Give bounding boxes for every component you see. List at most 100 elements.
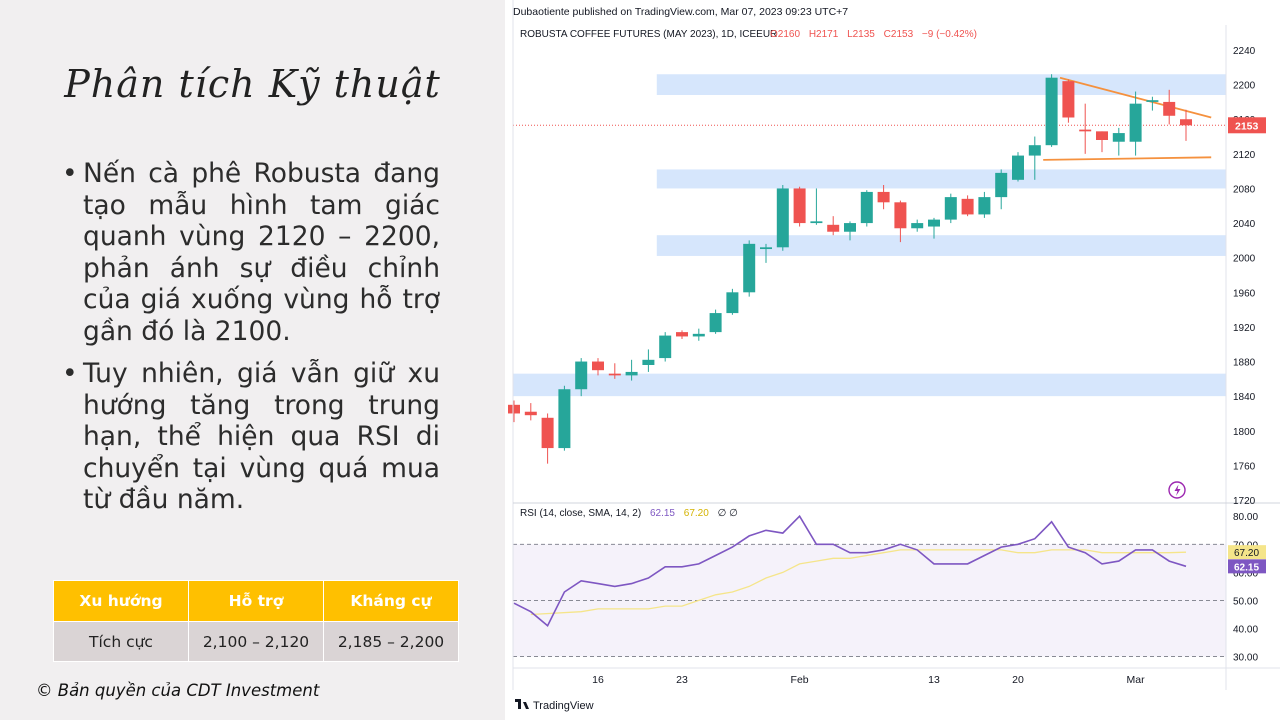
price-tick-label: 2000 [1233, 254, 1256, 265]
candle-body [541, 417, 554, 449]
time-tick-label: Feb [791, 674, 809, 686]
bullet-item: Nến cà phê Robusta đang tạo mẫu hình tam… [62, 158, 440, 347]
tradingview-watermark: TradingView [533, 700, 594, 712]
tradingview-logo: TradingView [515, 699, 594, 712]
rsi-tick-label: 30.00 [1233, 653, 1258, 664]
chart-canvas[interactable]: 2240220021602120208020402000196019201880… [505, 0, 1280, 720]
candle-body [961, 198, 974, 215]
price-tick-label: 2080 [1233, 184, 1256, 195]
candle-body [524, 411, 537, 416]
trendline [1043, 156, 1212, 161]
candle-body [1163, 101, 1176, 116]
bullet-list: Nến cà phê Robusta đang tạo mẫu hình tam… [62, 158, 440, 527]
rsi-value-badge [1228, 559, 1266, 574]
candle-body [1112, 133, 1125, 142]
price-tick-label: 2040 [1233, 219, 1256, 230]
rsi-tick-label: 40.00 [1233, 625, 1258, 636]
rsi-value-label: 62.15 [650, 508, 675, 519]
candle-body [1028, 145, 1041, 156]
candle-body [944, 197, 957, 220]
symbol-title: ROBUSTA COFFEE FUTURES (MAY 2023), 1D, I… [520, 29, 777, 40]
candle-body [844, 223, 856, 232]
price-tick-label: 1720 [1233, 496, 1256, 507]
rsi-value-badge-label: 62.15 [1234, 562, 1259, 573]
ohlc-readout: O2160 H2171 L2135 C2153 −9 (−0.42%) [770, 29, 977, 40]
time-tick-label: 20 [1012, 674, 1024, 686]
candle-body [894, 202, 907, 229]
candle-body [692, 333, 705, 337]
header-trend: Xu hướng [53, 580, 189, 622]
axes-layer: 2240220021602120208020402000196019201880… [512, 0, 1280, 690]
zone-rect [513, 373, 1226, 397]
ohlc-open: O2160 [770, 29, 800, 40]
cell-trend: Tích cực [53, 621, 189, 662]
candle-body [877, 191, 890, 203]
rsi-title: RSI (14, close, SMA, 14, 2) 62.15 67.20 … [520, 508, 738, 519]
header-support: Hỗ trợ [188, 580, 324, 622]
price-tick-label: 1920 [1233, 323, 1256, 334]
price-tick-label: 1960 [1233, 288, 1256, 299]
rsi-ma-badge-label: 67.20 [1234, 548, 1259, 559]
time-tick-label: 23 [676, 674, 688, 686]
candle-body [676, 332, 688, 337]
ohlc-change: −9 (−0.42%) [922, 29, 977, 40]
zone-rect [656, 74, 1226, 95]
candle-body [810, 221, 823, 224]
candle-body [659, 335, 672, 359]
candle-body [743, 243, 756, 293]
candle-body [827, 224, 840, 232]
time-tick-label: Mar [1127, 674, 1146, 686]
candle-body [1012, 155, 1024, 180]
candle-body [793, 188, 806, 224]
ohlc-high: H2171 [809, 29, 839, 40]
lightning-icon[interactable] [1168, 481, 1186, 499]
rsi-tick-label: 50.00 [1233, 596, 1258, 607]
candle-body [592, 361, 604, 371]
last-price-badge [1228, 117, 1266, 134]
candle-body [709, 313, 722, 333]
candle-body [1096, 131, 1108, 140]
last-price-label: 2153 [1235, 120, 1259, 132]
zone-rect [656, 235, 1226, 256]
candle-body [995, 172, 1008, 198]
rsi-ma-label: 67.20 [684, 508, 709, 519]
time-tick-label: 13 [928, 674, 940, 686]
bullet-item: Tuy nhiên, giá vẫn giữ xu hướng tăng tro… [62, 358, 440, 516]
published-caption: Dubaotiente published on TradingView.com… [513, 6, 848, 18]
price-tick-label: 1800 [1233, 427, 1256, 438]
slide-title: Phân tích Kỹ thuật [64, 62, 441, 106]
candle-body [642, 359, 655, 365]
rsi-ma-line [530, 549, 1187, 616]
candle-body [760, 247, 772, 250]
candle-body [1045, 77, 1058, 146]
candle-body [558, 389, 571, 449]
candle-body [911, 223, 924, 229]
rsi-zeros: ∅ ∅ [718, 508, 738, 519]
summary-header-row: Xu hướng Hỗ trợ Kháng cự [53, 580, 459, 622]
rsi-layer [513, 514, 1226, 657]
tradingview-chart[interactable]: 2240220021602120208020402000196019201880… [505, 0, 1280, 720]
candle-body [508, 404, 520, 414]
rsi-ma-badge [1228, 545, 1266, 560]
candle-body [1062, 81, 1075, 118]
candle-body [575, 361, 588, 390]
candles-layer [508, 74, 1192, 464]
cell-support: 2,100 – 2,120 [188, 621, 324, 662]
candle-body [625, 371, 638, 376]
candle-body [726, 292, 739, 314]
candle-body [1180, 119, 1192, 126]
cell-resistance: 2,185 – 2,200 [323, 621, 459, 662]
candle-body [860, 191, 873, 224]
price-tick-label: 2200 [1233, 81, 1256, 92]
summary-data-row: Tích cực 2,100 – 2,120 2,185 – 2,200 [53, 621, 459, 662]
candle-body [1079, 129, 1092, 132]
time-tick-label: 16 [592, 674, 604, 686]
summary-table: Xu hướng Hỗ trợ Kháng cự Tích cực 2,100 … [53, 580, 459, 662]
price-tick-label: 1760 [1233, 461, 1256, 472]
ohlc-close: C2153 [884, 29, 914, 40]
candle-body [978, 197, 991, 215]
price-tick-label: 1880 [1233, 358, 1256, 369]
price-tick-label: 1840 [1233, 392, 1256, 403]
copyright-note: © Bản quyền của CDT Investment [36, 681, 320, 700]
rsi-line [513, 514, 1187, 627]
